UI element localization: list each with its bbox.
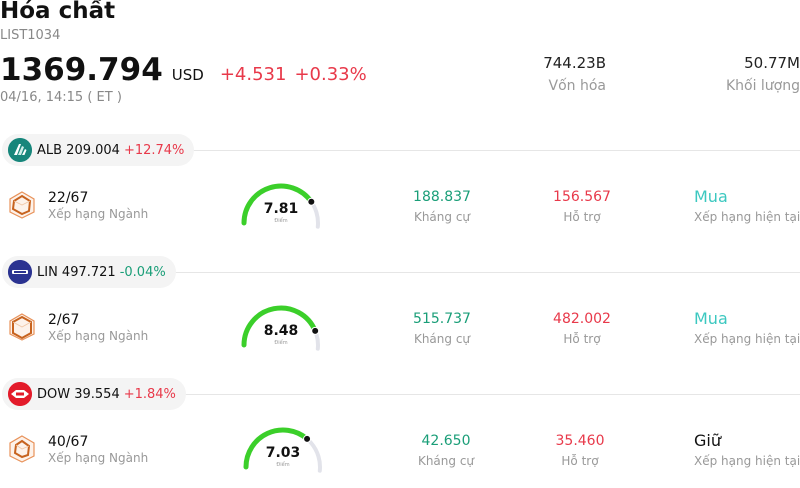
volume-value: 50.77M xyxy=(744,54,800,72)
stock-chip[interactable]: DOW 39.554 +1.84% xyxy=(2,378,186,410)
industry-rank-label: Xếp hạng Ngành xyxy=(48,207,149,221)
score-gauge: 7.81 Điểm xyxy=(238,179,324,229)
rank-hexagon-icon xyxy=(9,313,35,341)
volume-stat: 50.77M Khối lượng xyxy=(726,54,800,94)
score-label: Điểm xyxy=(276,462,290,468)
score-gauge-arc xyxy=(241,183,320,229)
support-block: 482.002 Hỗ trợ xyxy=(532,311,632,346)
current-rating: Mua Xếp hạng hiện tại xyxy=(694,309,800,346)
stock-item-alb[interactable]: ALB 209.004 +12.74% 22/67 Xếp hạng Ngành… xyxy=(0,134,800,254)
rank-hexagon-icon xyxy=(9,435,35,463)
resistance-block: 188.837 Kháng cự xyxy=(392,189,492,224)
score-value: 8.48 xyxy=(263,323,299,339)
resistance-value: 42.650 xyxy=(421,433,471,449)
resistance-label: Kháng cự xyxy=(413,210,471,224)
divider xyxy=(150,272,800,273)
price-row: 1369.794 USD +4.531 +0.33% xyxy=(0,52,367,88)
rating-value: Mua xyxy=(694,309,728,328)
support-label: Hỗ trợ xyxy=(563,332,601,346)
rank-hexagon-icon xyxy=(9,191,35,219)
support-value: 156.567 xyxy=(553,189,611,205)
rating-value: Giữ xyxy=(694,431,721,450)
industry-rank: 22/67 xyxy=(48,190,89,206)
stock-change-pct: +12.74% xyxy=(123,142,185,158)
gauge-marker xyxy=(303,434,312,443)
gauge-fill xyxy=(241,183,314,226)
score-gauge-arc xyxy=(241,305,320,351)
score-label: Điểm xyxy=(274,340,288,346)
score-value: 7.81 xyxy=(263,201,299,217)
currency-label: USD xyxy=(171,66,204,84)
current-rating: Giữ Xếp hạng hiện tại xyxy=(694,431,800,468)
industry-rank-label: Xếp hạng Ngành xyxy=(48,329,149,343)
support-block: 156.567 Hỗ trợ xyxy=(532,189,632,224)
gauge-fill xyxy=(243,427,310,470)
market-cap-stat: 744.23B Vốn hóa xyxy=(543,54,606,94)
stock-chip[interactable]: ALB 209.004 +12.74% xyxy=(2,134,195,166)
gauge-marker xyxy=(307,197,316,206)
stock-item-lin[interactable]: LIN 497.721 -0.04% 2/67 Xếp hạng Ngành 8… xyxy=(0,256,800,376)
rating-value: Mua xyxy=(694,187,728,206)
stock-change-pct: +1.84% xyxy=(123,386,176,402)
linde-logo-icon xyxy=(8,260,32,284)
score-value: 7.03 xyxy=(265,445,301,461)
score-gauge: 8.48 Điểm xyxy=(238,301,324,351)
divider xyxy=(150,150,800,151)
stock-item-dow[interactable]: DOW 39.554 +1.84% 40/67 Xếp hạng Ngành 7… xyxy=(0,378,800,488)
page-title: Hóa chất xyxy=(0,0,116,24)
current-rating: Mua Xếp hạng hiện tại xyxy=(694,187,800,224)
timestamp: 04/16, 14:15 ( ET ) xyxy=(0,90,122,105)
resistance-label: Kháng cự xyxy=(413,332,471,346)
stock-symbol: LIN 497.721 xyxy=(37,264,116,280)
gauge-marker xyxy=(311,326,320,335)
price-change: +4.531 xyxy=(219,64,287,85)
market-cap-value: 744.23B xyxy=(543,54,606,72)
market-cap-label: Vốn hóa xyxy=(548,78,606,94)
rating-label: Xếp hạng hiện tại xyxy=(694,210,800,224)
dow-logo-icon xyxy=(8,382,32,406)
resistance-value: 515.737 xyxy=(413,311,471,327)
volume-label: Khối lượng xyxy=(725,78,800,94)
divider xyxy=(150,394,800,395)
resistance-block: 42.650 Kháng cự xyxy=(396,433,496,468)
resistance-label: Kháng cự xyxy=(417,454,475,468)
support-value: 35.460 xyxy=(555,433,605,449)
sector-price: 1369.794 xyxy=(0,52,163,88)
industry-rank-label: Xếp hạng Ngành xyxy=(48,451,149,465)
resistance-value: 188.837 xyxy=(413,189,471,205)
resistance-block: 515.737 Kháng cự xyxy=(392,311,492,346)
stock-change-pct: -0.04% xyxy=(119,264,166,280)
sector-code: LIST1034 xyxy=(0,28,61,43)
rating-label: Xếp hạng hiện tại xyxy=(694,332,800,346)
rating-label: Xếp hạng hiện tại xyxy=(694,454,800,468)
price-change-pct: +0.33% xyxy=(294,64,367,85)
score-gauge: 7.03 Điểm xyxy=(240,423,326,473)
score-label: Điểm xyxy=(274,218,288,224)
albemarle-logo-icon xyxy=(8,138,32,162)
support-value: 482.002 xyxy=(553,311,611,327)
support-block: 35.460 Hỗ trợ xyxy=(530,433,630,468)
stock-chip[interactable]: LIN 497.721 -0.04% xyxy=(2,256,176,288)
stock-symbol: ALB 209.004 xyxy=(37,142,120,158)
support-label: Hỗ trợ xyxy=(561,454,599,468)
score-gauge-arc xyxy=(243,427,322,473)
industry-rank: 40/67 xyxy=(48,434,89,450)
support-label: Hỗ trợ xyxy=(563,210,601,224)
industry-rank: 2/67 xyxy=(48,312,80,328)
stock-symbol: DOW 39.554 xyxy=(37,386,120,402)
gauge-fill xyxy=(241,305,318,348)
